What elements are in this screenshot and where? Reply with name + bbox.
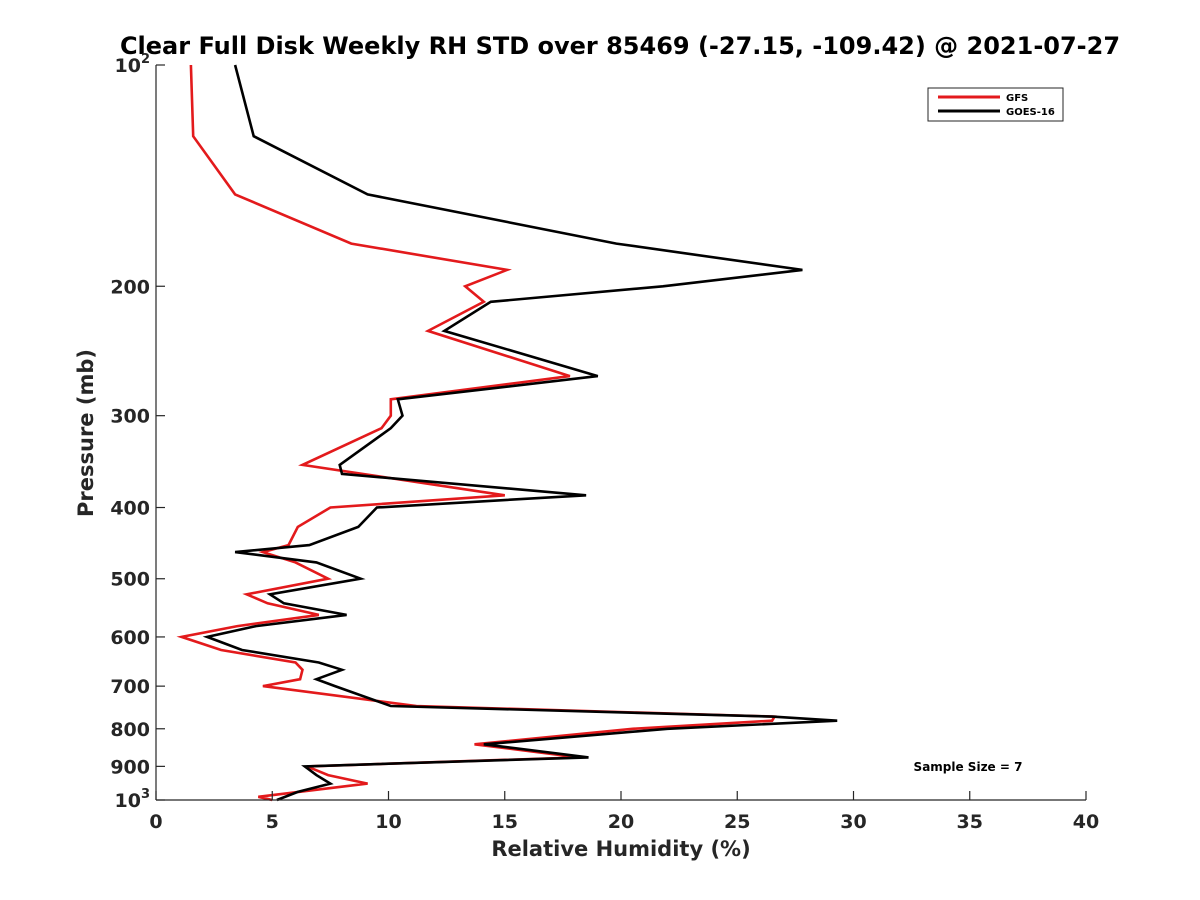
x-tick-label: 35 (957, 811, 983, 833)
chart-title: Clear Full Disk Weekly RH STD over 85469… (120, 32, 1120, 60)
legend-box (927, 87, 1064, 122)
legend-label-goes-16: GOES-16 (1006, 107, 1055, 118)
x-tick-label: 5 (266, 811, 279, 833)
legend: GFS GOES-16 (927, 87, 1064, 122)
y-tick-label: 700 (110, 676, 150, 698)
series-line-gfs (176, 64, 777, 802)
x-tick-label: 20 (608, 811, 634, 833)
y-tick-label: 900 (110, 756, 150, 778)
x-tick-label: 0 (149, 811, 162, 833)
x-tick-label: 40 (1073, 811, 1099, 833)
y-tick-label: 400 (110, 498, 150, 520)
y-axis-ticks: 102 200 300 400 500 600 700 800 900 103 (110, 52, 165, 812)
x-tick-label: 25 (724, 811, 750, 833)
x-axis-label: Relative Humidity (%) (491, 837, 750, 861)
y-tick-label: 200 (110, 276, 150, 298)
y-tick-label: 600 (110, 627, 150, 649)
x-axis-ticks: 0 5 10 15 20 25 30 35 40 (149, 791, 1099, 833)
y-tick-label: 102 (115, 52, 151, 77)
sample-size-annotation: Sample Size = 7 (914, 760, 1023, 774)
y-tick-label: 300 (110, 406, 150, 428)
x-tick-label: 30 (840, 811, 866, 833)
x-tick-label: 15 (492, 811, 518, 833)
y-tick-label: 800 (110, 719, 150, 741)
series-layer (176, 64, 838, 802)
y-tick-label: 103 (115, 787, 151, 812)
series-line-goes-16 (202, 64, 838, 802)
legend-label-gfs: GFS (1006, 93, 1028, 104)
y-axis-label: Pressure (mb) (74, 349, 98, 517)
y-tick-label: 500 (110, 569, 150, 591)
x-tick-label: 10 (375, 811, 401, 833)
